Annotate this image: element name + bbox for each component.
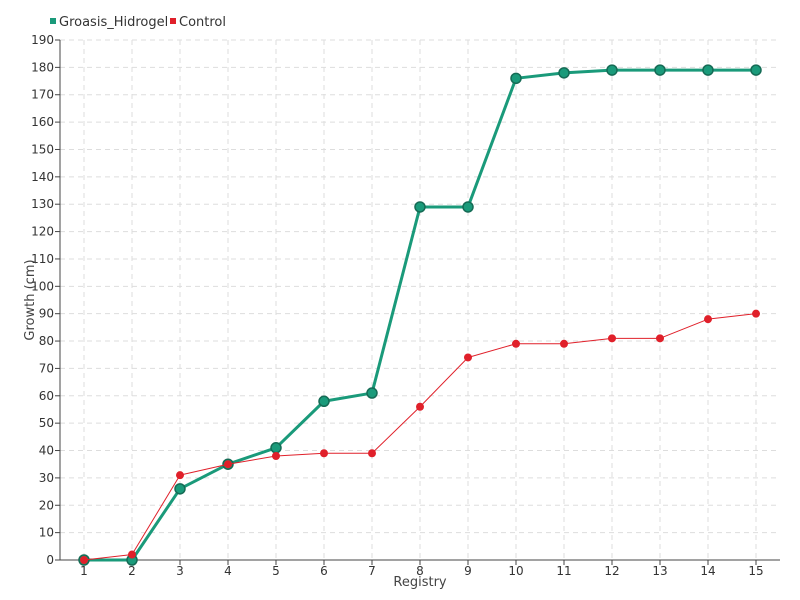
- data-point: [462, 201, 474, 213]
- legend-swatch-groasis-hidrogel: [50, 18, 56, 24]
- data-point: [128, 550, 136, 559]
- y-tick-label: 0: [46, 553, 54, 567]
- legend: Groasis_Hidrogel Control: [50, 15, 226, 30]
- x-tick-label: 13: [652, 564, 667, 578]
- y-tick-label: 90: [39, 307, 54, 321]
- data-point: [416, 402, 424, 411]
- series-control: [80, 309, 760, 564]
- data-point: [464, 353, 472, 362]
- y-tick-label: 160: [31, 115, 54, 129]
- data-point: [80, 556, 88, 564]
- data-point: [512, 339, 520, 348]
- data-point: [176, 471, 184, 480]
- series-groasis-hidrogel: [78, 64, 762, 566]
- legend-label-groasis-hidrogel: Groasis_Hidrogel: [59, 15, 168, 30]
- data-point: [656, 334, 664, 343]
- data-point: [272, 452, 280, 460]
- y-tick-label: 150: [31, 142, 54, 156]
- x-tick-label: 15: [748, 564, 763, 578]
- data-point: [752, 309, 760, 318]
- y-tick-label: 190: [31, 33, 54, 47]
- legend-label-control: Control: [179, 15, 226, 30]
- y-tick-label: 110: [31, 252, 54, 266]
- x-tick-label: 4: [224, 564, 232, 578]
- data-point: [560, 339, 568, 348]
- x-axis-title: Registry: [393, 575, 447, 590]
- data-point: [704, 315, 712, 324]
- data-point: [414, 201, 426, 213]
- data-point: [608, 334, 616, 343]
- data-point: [702, 64, 714, 76]
- y-tick-label: 10: [39, 526, 54, 540]
- y-tick-label: 170: [31, 88, 54, 102]
- data-point: [270, 442, 282, 454]
- y-tick-label: 120: [31, 225, 54, 239]
- data-point: [174, 483, 186, 495]
- data-point: [368, 449, 376, 458]
- y-tick-label: 40: [39, 444, 54, 458]
- y-tick-label: 20: [39, 498, 54, 512]
- data-point: [606, 64, 618, 76]
- y-tick-label: 50: [39, 416, 54, 430]
- data-point: [320, 449, 328, 458]
- grid: [60, 39, 780, 560]
- y-axis-ticks: 0 10 20 30 40 50 60 70 80 90 100 110 120 130 140 150 160…: [31, 33, 60, 567]
- x-tick-label: 10: [508, 564, 523, 578]
- x-tick-label: 3: [176, 564, 184, 578]
- x-tick-label: 14: [700, 564, 715, 578]
- x-tick-label: 9: [464, 564, 472, 578]
- x-axis-ticks: 1 2 3 4 5 6 7 8 9 10 11 12 13 14 15: [80, 560, 764, 578]
- data-point: [654, 64, 666, 76]
- y-tick-label: 130: [31, 197, 54, 211]
- data-point: [224, 460, 232, 469]
- data-point: [318, 395, 330, 408]
- data-point: [558, 67, 570, 79]
- x-tick-label: 11: [556, 564, 571, 578]
- data-point: [366, 387, 378, 399]
- x-tick-label: 5: [272, 564, 280, 578]
- x-tick-label: 6: [320, 564, 328, 578]
- data-point: [750, 64, 762, 76]
- y-tick-label: 140: [31, 170, 54, 184]
- data-point: [510, 72, 522, 85]
- y-tick-label: 100: [31, 279, 54, 293]
- y-tick-label: 70: [39, 361, 54, 375]
- y-tick-label: 180: [31, 60, 54, 74]
- y-tick-label: 80: [39, 334, 54, 348]
- series: [78, 64, 762, 566]
- x-tick-label: 1: [80, 564, 88, 578]
- y-axis-title: Growth (cm): [23, 259, 38, 340]
- legend-swatch-control: [170, 18, 176, 24]
- x-tick-label: 7: [368, 564, 376, 578]
- x-tick-label: 8: [416, 564, 424, 578]
- y-tick-label: 30: [39, 471, 54, 485]
- x-tick-label: 12: [604, 564, 619, 578]
- y-tick-label: 60: [39, 389, 54, 403]
- x-tick-label: 2: [128, 564, 136, 578]
